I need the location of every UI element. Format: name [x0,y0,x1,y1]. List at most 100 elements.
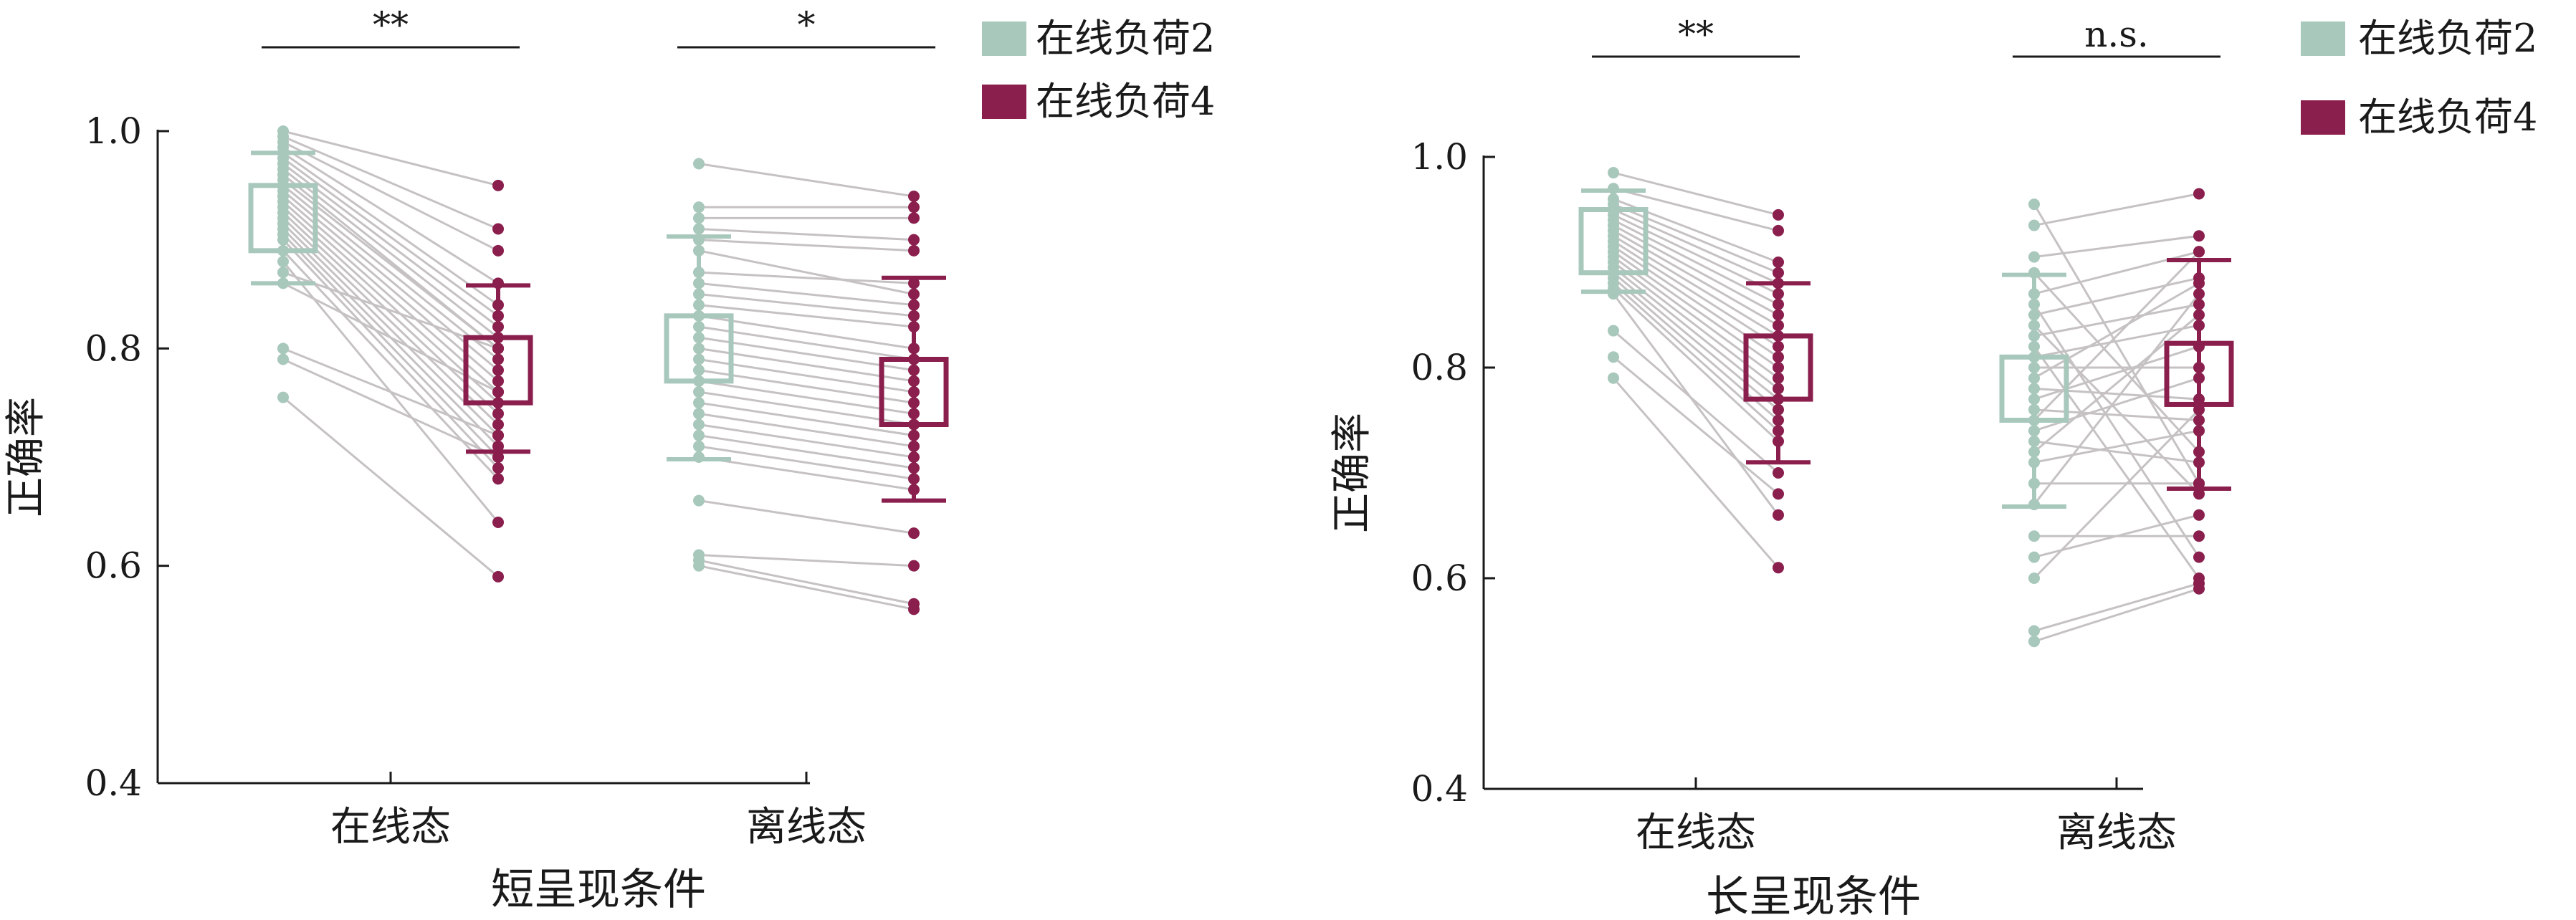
paired-line [282,282,499,393]
data-point-load2 [693,212,705,224]
data-point-load2 [277,342,289,355]
mean-box-load4 [879,357,949,427]
paired-line [1612,377,1780,569]
paired-line [1613,234,1779,337]
x-tick-label: 离线态 [746,804,867,850]
data-point-load4 [908,244,920,257]
paired-line [2033,277,2200,316]
mean-box-load4 [1743,333,1813,402]
data-point-load4 [1773,467,1784,479]
paired-line [2033,303,2200,558]
data-point-load2 [693,494,705,507]
data-point-load2 [2028,530,2040,542]
paired-line [1612,287,1780,443]
paired-line [698,304,915,328]
paired-line [698,565,915,610]
paired-line [2033,345,2200,401]
data-point-load4 [1773,562,1784,574]
data-point-load2 [1608,372,1619,384]
y-tick-label: 0.4 [1411,768,1468,810]
data-point-load2 [2028,198,2040,211]
paired-line [1613,224,1779,316]
data-point-load2 [1608,325,1619,337]
legend-swatch-load2 [982,21,1026,56]
data-point-load4 [492,451,504,463]
data-point-load4 [908,603,920,615]
data-point-load2 [277,391,289,403]
data-point-load4 [908,560,920,572]
data-point-load4 [2193,509,2205,521]
significance-label: n.s. [2084,14,2149,55]
paired-line [1613,240,1779,348]
paired-line [282,271,499,350]
y-tick-label: 0.8 [85,327,142,369]
data-point-load4 [492,517,504,528]
mean-box-load4 [2164,340,2234,407]
paired-line [282,239,500,469]
data-point-load4 [492,223,504,235]
paired-line [282,152,499,306]
data-point-load4 [908,234,920,246]
mean-box-load2 [248,183,318,254]
paired-line [2033,251,2200,421]
paired-line [2033,345,2200,579]
data-point-load4 [1773,209,1784,221]
legend-label: 在线负荷2 [1036,16,1215,61]
data-point-load4 [1773,257,1784,268]
paired-line [1613,245,1779,358]
paired-line [1613,214,1779,295]
data-point-load2 [693,158,705,170]
paired-line [282,157,499,317]
paired-line [698,390,915,426]
data-point-load2 [693,560,705,572]
paired-line [282,190,499,371]
paired-line [698,163,915,198]
y-tick-label: 1.0 [85,110,142,152]
paired-line [698,380,915,415]
paired-line [1612,293,1780,516]
paired-line [1613,356,1779,495]
paired-line [698,249,915,295]
paired-line [2033,429,2200,464]
data-point-load4 [1773,224,1784,236]
data-point-load2 [277,353,289,365]
significance-label: * [798,4,816,46]
paired-line [2033,272,2200,453]
legend-swatch-load2 [2301,21,2345,56]
paired-line [2033,408,2200,421]
paired-line [698,358,915,393]
data-point-load2 [2028,636,2040,648]
paired-line [698,559,915,605]
paired-line [2033,192,2200,227]
paired-line [1613,187,1779,232]
mean-box-load2 [664,313,734,384]
data-point-load2 [2028,625,2040,637]
legend-label: 在线负荷4 [2358,95,2537,140]
paired-line [282,358,499,459]
paired-line [282,396,499,578]
paired-line [282,195,499,382]
chart-title: 长呈现条件 [1706,872,1921,920]
paired-line [282,135,499,230]
data-point-load4 [908,201,920,214]
paired-line [282,140,499,252]
legend-label: 在线负荷2 [2358,16,2537,61]
legend-swatch-load4 [982,85,1026,119]
paired-line [698,315,915,350]
paired-line [282,146,499,284]
paired-line [1613,267,1779,401]
data-point-load2 [1608,167,1619,179]
paired-line [2033,324,2200,358]
data-point-load4 [908,191,920,202]
paired-line [698,271,915,284]
chart-title: 短呈现条件 [491,865,706,915]
paired-line [698,456,915,491]
paired-line [2033,234,2200,259]
paired-line [2033,582,2200,632]
paired-line [1613,256,1779,379]
paired-line [698,499,915,535]
paired-line [698,325,915,360]
paired-line [282,179,499,350]
paired-line [698,423,915,459]
